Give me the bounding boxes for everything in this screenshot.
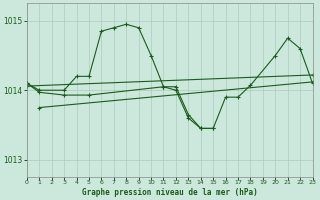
X-axis label: Graphe pression niveau de la mer (hPa): Graphe pression niveau de la mer (hPa): [82, 188, 258, 197]
